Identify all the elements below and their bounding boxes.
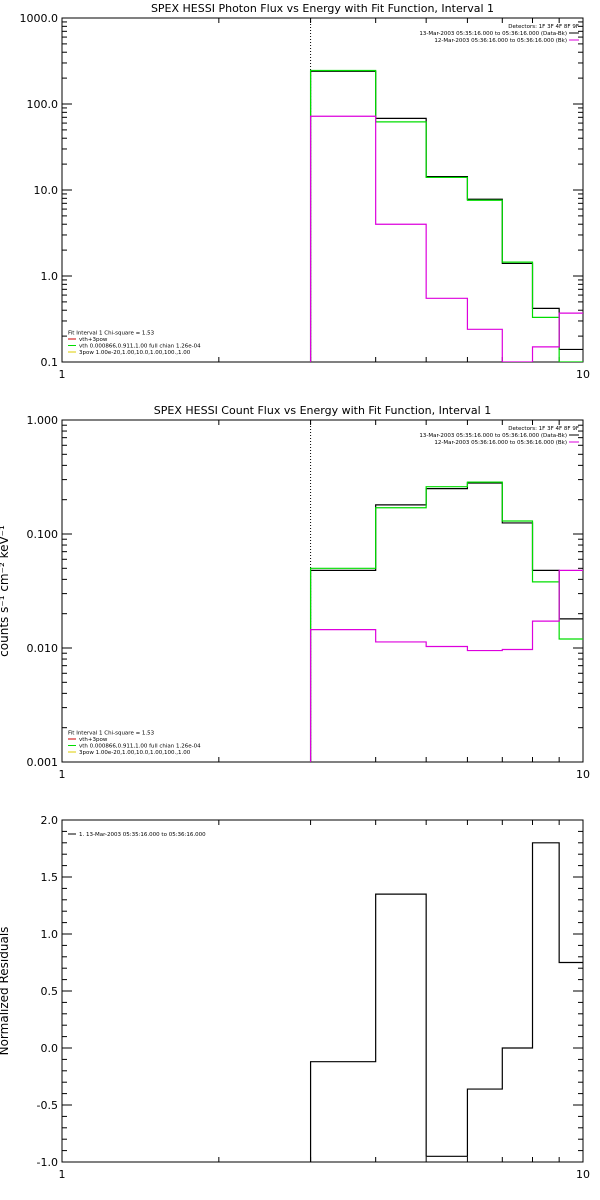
legend-text: 3pow 1.00e-20,1.00,10.0,1.00,100.,1.00: [79, 750, 191, 756]
chart-title: SPEX HESSI Photon Flux vs Energy with Fi…: [151, 2, 494, 15]
photon-flux-panel: SPEX HESSI Photon Flux vs Energy with Fi…: [20, 2, 591, 381]
x-tick-label: 10: [576, 368, 590, 381]
x-tick-label: 1: [59, 368, 66, 381]
legend-text: vth+3pow: [79, 737, 108, 743]
legend-text: 1. 13-Mar-2003 05:35:16.000 to 05:36:16.…: [79, 832, 206, 838]
plot-frame: [61, 819, 584, 1163]
y-tick-label: 0.001: [27, 756, 59, 769]
x-tick-label: 1: [59, 1168, 66, 1181]
y-tick-label: 1.0: [41, 928, 59, 941]
series-line-1: [309, 481, 583, 762]
y-tick-label: 0.100: [27, 528, 59, 541]
y-tick-label: 0.010: [27, 642, 59, 655]
x-tick-label: 10: [576, 1168, 590, 1181]
y-tick-label: 1.5: [41, 871, 59, 884]
legend-text: Fit Interval 1 Chi-square = 1.53: [68, 731, 155, 737]
y-tick-label: 10.0: [34, 184, 59, 197]
x-tick-label: 1: [59, 768, 66, 781]
series-line-0: [309, 70, 583, 362]
legend-text: vth 0.000866,0.911,1.00 full chian 1.26e…: [79, 344, 201, 350]
y-tick-label: 1.000: [27, 414, 59, 427]
y-tick-label: 0.5: [41, 985, 59, 998]
y-tick-label: 0.1: [41, 356, 59, 369]
chart-title: SPEX HESSI Count Flux vs Energy with Fit…: [154, 404, 491, 417]
series-line-0: [309, 842, 583, 1162]
legend-text: Fit Interval 1 Chi-square = 1.53: [68, 331, 155, 337]
y-tick-label: 0.0: [41, 1042, 59, 1055]
legend-text: 3pow 1.00e-20,1.00,10.0,1.00,100.,1.00: [79, 350, 191, 356]
series-line-0: [309, 482, 583, 762]
plot-frame: [61, 419, 584, 763]
x-tick-label: 10: [576, 768, 590, 781]
annotation-text: 12-Mar-2003 05:36:16.000 to 05:36:16.000…: [434, 38, 567, 44]
count-flux-panel: SPEX HESSI Count Flux vs Energy with Fit…: [0, 404, 590, 781]
annotation-text: 12-Mar-2003 05:36:16.000 to 05:36:16.000…: [434, 440, 567, 446]
plot-frame: [61, 17, 584, 363]
annotation-text: Detectors: 1F 3F 4F 8F 9F: [508, 24, 579, 30]
series-line-1: [309, 69, 583, 362]
residuals-panel: Normalized Residuals 1 10 -1.0 -0.5 0.0 0.5 1.0…: [0, 814, 590, 1181]
y-axis-label: Normalized Residuals: [0, 927, 11, 1056]
y-axis-label: counts s⁻¹ cm⁻² keV⁻¹: [0, 525, 11, 657]
y-tick-label: -1.0: [37, 1156, 58, 1169]
series-line-2: [309, 115, 583, 362]
y-tick-label: 1000.0: [20, 12, 59, 25]
y-tick-label: 100.0: [27, 98, 59, 111]
annotation-text: 13-Mar-2003 05:35:16.000 to 05:36:16.000…: [419, 31, 567, 37]
series-line-2: [309, 569, 583, 762]
y-tick-label: 2.0: [41, 814, 59, 827]
y-tick-label: -0.5: [37, 1099, 58, 1112]
annotation-text: 13-Mar-2003 05:35:16.000 to 05:36:16.000…: [419, 433, 567, 439]
annotation-text: Detectors: 1F 3F 4F 8F 9F: [508, 426, 579, 432]
legend-text: vth 0.000866,0.911,1.00 full chian 1.26e…: [79, 744, 201, 750]
legend-text: vth+3pow: [79, 337, 108, 343]
y-tick-label: 1.0: [41, 270, 59, 283]
